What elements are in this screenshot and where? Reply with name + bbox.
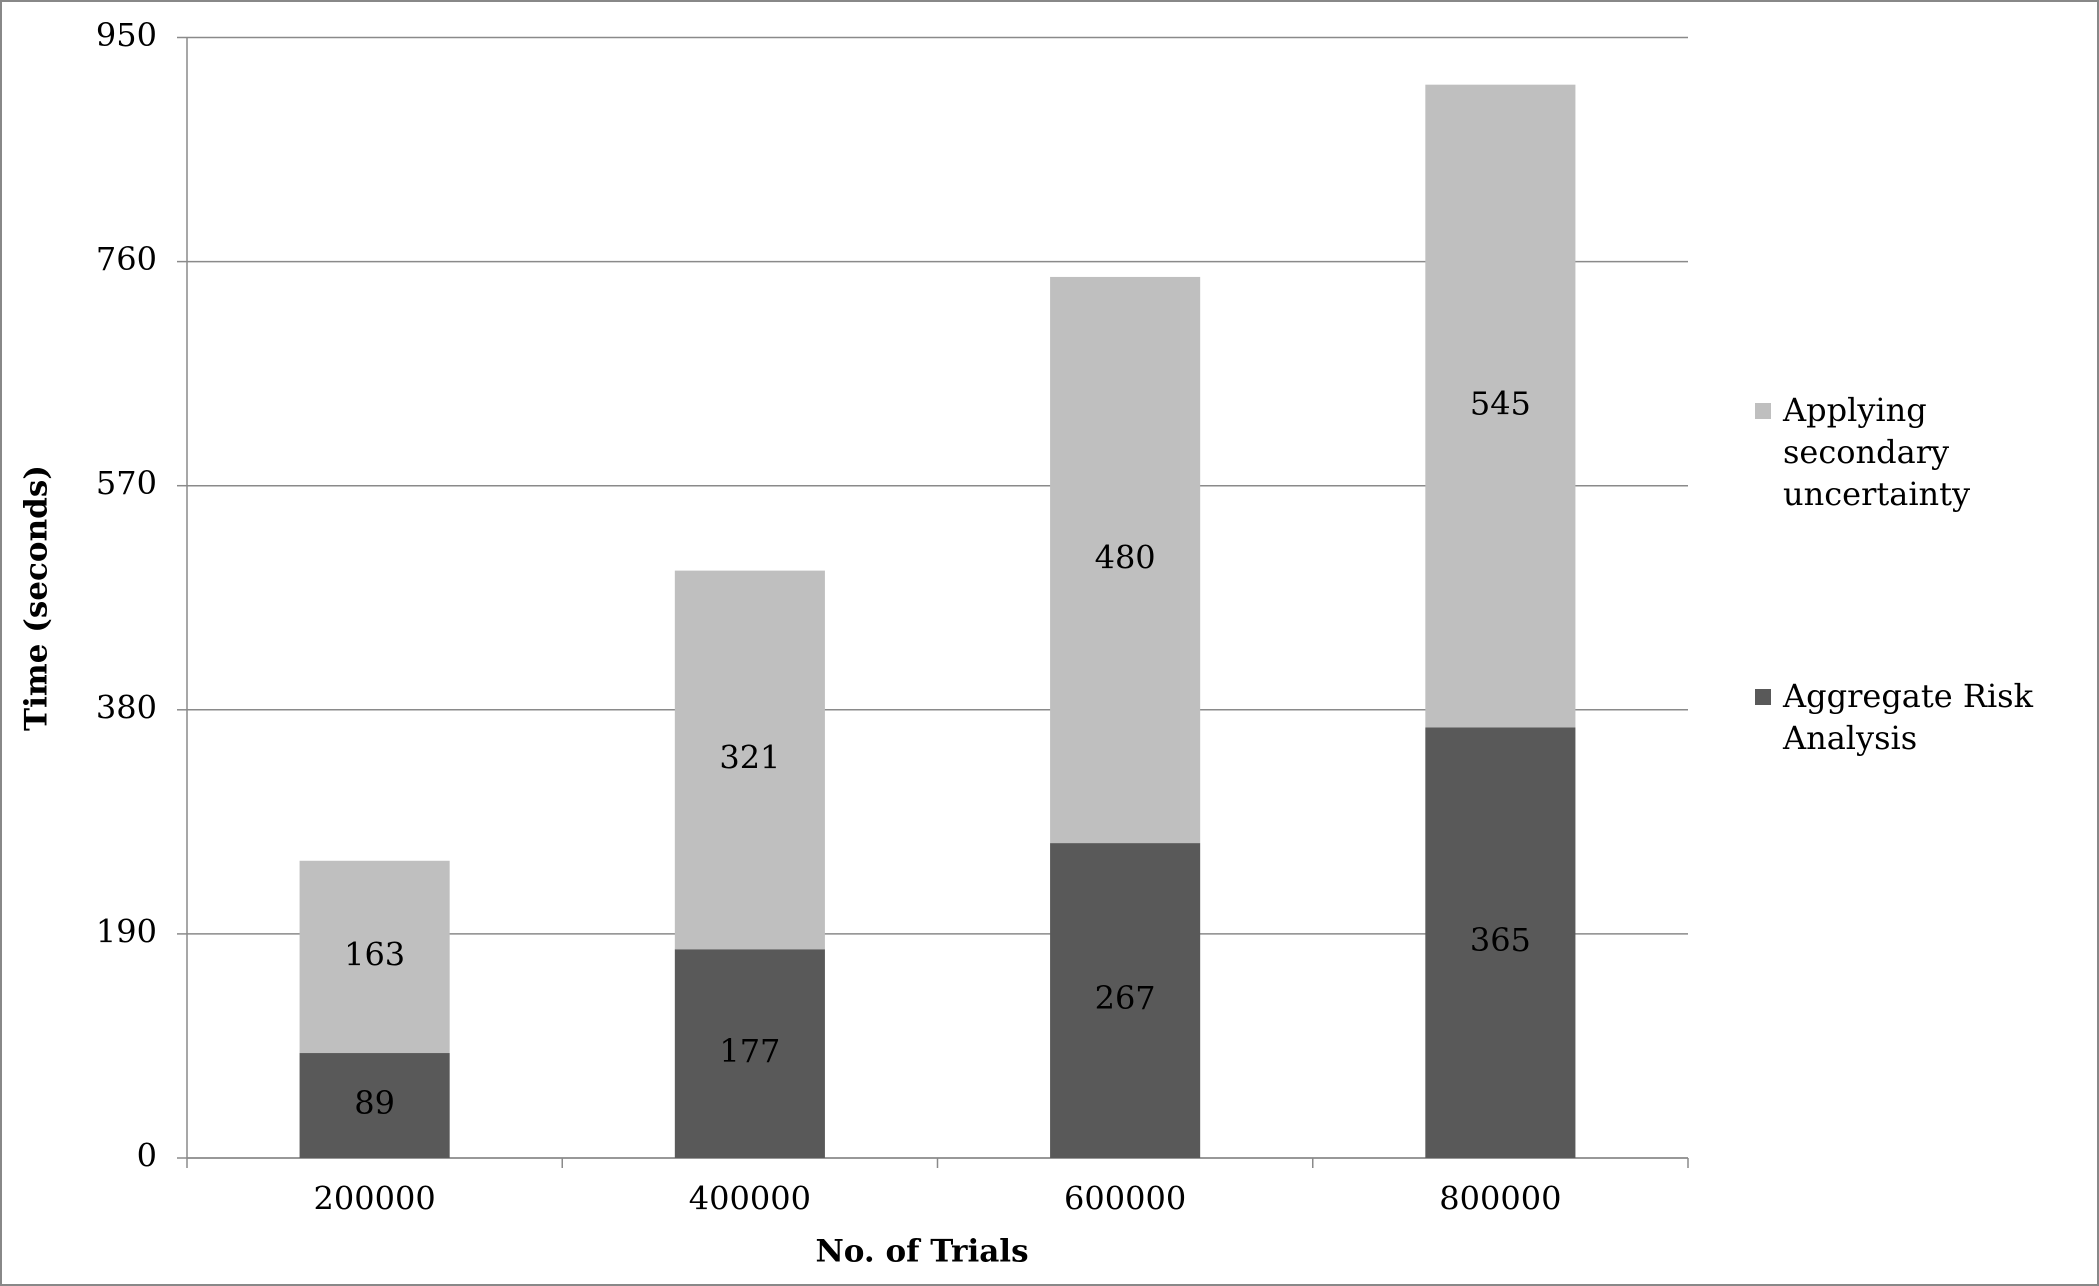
legend-swatch <box>1755 403 1771 419</box>
bar-segment <box>674 570 825 950</box>
x-axis-title: No. of Trials <box>815 1234 1028 1270</box>
y-tick-label: 190 <box>96 912 157 950</box>
y-tick-label: 760 <box>96 240 157 278</box>
x-tick-label: 600000 <box>1064 1180 1186 1218</box>
bar-segment <box>1425 84 1576 728</box>
x-tick-label: 800000 <box>1439 1180 1561 1218</box>
bar-segment <box>1050 843 1201 1158</box>
data-label: 177 <box>719 1032 780 1070</box>
bar-segment <box>674 949 825 1158</box>
y-tick-label: 380 <box>96 688 157 726</box>
data-label: 321 <box>719 738 780 776</box>
bar-segment <box>1050 276 1201 844</box>
data-label: 163 <box>344 935 405 973</box>
data-label: 267 <box>1095 979 1156 1017</box>
legend-swatch <box>1755 689 1771 705</box>
data-label: 545 <box>1470 385 1531 423</box>
legend-label: Aggregate Risk Analysis <box>1783 677 2033 757</box>
bar-segment <box>1425 727 1576 1158</box>
bar-segment <box>299 1053 450 1158</box>
legend-label: Applying secondary uncertainty <box>1783 391 1971 513</box>
y-tick-label: 0 <box>137 1137 157 1175</box>
y-tick-label: 570 <box>96 464 157 502</box>
y-axis-title: Time (seconds) <box>19 465 55 731</box>
data-label: 89 <box>354 1084 395 1122</box>
x-tick-label: 200000 <box>314 1180 436 1218</box>
x-tick-label: 400000 <box>689 1180 811 1218</box>
y-tick-label: 950 <box>96 16 157 54</box>
data-label: 480 <box>1095 539 1156 577</box>
bar-segment <box>299 860 450 1054</box>
data-label: 365 <box>1470 921 1531 959</box>
